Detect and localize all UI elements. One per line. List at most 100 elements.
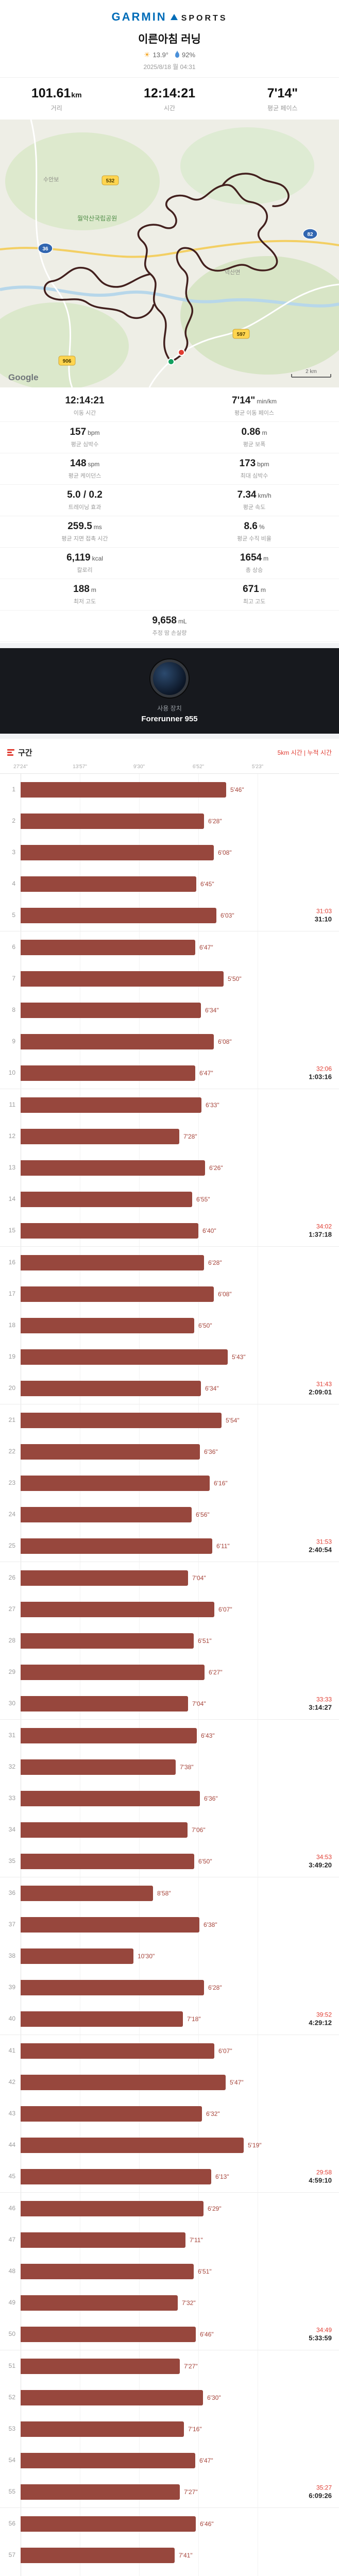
activity-title: 이른아침 러닝 [138,33,201,45]
split-pace-bar[interactable] [21,1160,205,1176]
split-pace-bar[interactable] [21,2484,180,2500]
split-pace-bar[interactable] [21,813,204,829]
summary-number: 12:14:21 [143,86,196,100]
map-road-primary [0,240,339,258]
split-pace-bar[interactable] [21,1601,214,1617]
split-row: 12 7'28" [0,1121,339,1152]
split-pace-bar[interactable] [21,1349,228,1365]
split-pace-bar[interactable] [21,2452,195,2468]
split-pace-bar[interactable] [21,2011,183,2027]
split-pace-label: 6'47" [199,2456,213,2464]
route-map[interactable]: 36 82 532 597 906 월악산국립공원 덕산면 수안보 Google [0,120,339,387]
split-pace-bar[interactable] [21,1317,194,1333]
stat-value: 671 m [170,584,339,595]
stat-value: 1654 m [170,552,339,564]
split-pace-bar[interactable] [21,782,226,798]
split-pace-bar[interactable] [21,2295,178,2311]
milestone-annotation: 35:27 6:09:26 [309,2484,332,2500]
split-pace-bar[interactable] [21,1191,192,1207]
split-pace-label: 5'19" [248,2141,262,2149]
milestone-cumulative-time: 3:49:20 [309,1860,332,1869]
google-logo[interactable]: Google [8,372,39,382]
split-pace-bar[interactable] [21,2358,180,2374]
split-pace-bar[interactable] [21,2421,184,2437]
split-pace-bar[interactable] [21,1380,201,1396]
stat-value: 7'14" min/km [170,395,339,406]
split-pace-bar[interactable] [21,1286,214,1302]
split-pace-bar[interactable] [21,1128,179,1144]
split-pace-label: 6'50" [198,1857,212,1865]
activity-route-north-spur [222,173,290,207]
split-pace-label: 5'43" [232,1353,246,1361]
split-pace-bar[interactable] [21,1853,194,1869]
stat-unit: km/h [258,492,272,499]
splits-legend[interactable]: 5km 시간 | 누적 시간 [277,749,332,756]
split-row: 28 6'51" [0,1625,339,1656]
split-pace-bar[interactable] [21,2547,175,2563]
split-pace-bar[interactable] [21,1255,204,1270]
split-pace-bar[interactable] [21,1790,200,1806]
split-pace-bar[interactable] [21,2516,196,2532]
split-row: 14 6'55" [0,1183,339,1215]
split-pace-bar[interactable] [21,2232,185,2248]
split-pace-bar[interactable] [21,1065,195,1081]
sun-icon: ☀ [143,50,150,59]
svg-text:36: 36 [42,246,48,252]
split-pace-bar[interactable] [21,2168,211,2184]
milestone-cumulative-time: 1:37:18 [309,1230,332,1238]
route-map-svg[interactable]: 36 82 532 597 906 월악산국립공원 덕산면 수안보 Google [0,120,339,387]
split-pace-label: 6'43" [201,1732,215,1739]
split-pace-bar[interactable] [21,907,216,923]
split-pace-bar[interactable] [21,1412,222,1428]
split-pace-bar[interactable] [21,2106,202,2122]
split-pace-bar[interactable] [21,2200,204,2216]
split-pace-bar[interactable] [21,1538,212,1554]
split-pace-bar[interactable] [21,2137,244,2153]
split-pace-bar[interactable] [21,1822,188,1838]
split-pace-label: 10'30" [138,1952,155,1960]
split-pace-bar[interactable] [21,2263,194,2279]
milestone-cumulative-time: 31:10 [314,914,332,923]
pace-axis-tick: 27'24" [13,764,28,770]
split-pace-bar[interactable] [21,1664,205,1680]
split-row: 57 7'41" [0,2539,339,2571]
split-pace-bar[interactable] [21,1948,133,1964]
split-row: 45 6'13" 29:58 4:59:10 [0,2161,339,2193]
split-number: 19 [8,1353,15,1360]
split-pace-bar[interactable] [21,1979,204,1995]
stat-number: 9,658 [152,615,177,626]
split-pace-bar[interactable] [21,876,196,892]
stat-number: 7.34 [237,489,257,500]
split-pace-bar[interactable] [21,1444,200,1460]
split-pace-bar[interactable] [21,2043,214,2059]
split-pace-bar[interactable] [21,1633,194,1649]
split-pace-bar[interactable] [21,1506,192,1522]
pace-axis-tick: 6'52" [192,764,205,770]
split-number: 41 [8,2047,15,2054]
split-row: 8 6'34" [0,994,339,1026]
split-pace-bar[interactable] [21,1727,197,1743]
pace-axis-tick: 5'23" [251,764,264,770]
split-pace-bar[interactable] [21,2074,226,2090]
stat-label: 칼로리 [77,567,93,573]
split-pace-bar[interactable] [21,1917,199,1933]
split-pace-bar[interactable] [21,844,214,860]
stat-label: 추정 땀 손실량 [152,630,187,636]
split-pace-bar[interactable] [21,2389,203,2405]
split-pace-bar[interactable] [21,1570,188,1586]
split-pace-bar[interactable] [21,1033,214,1049]
split-pace-bar[interactable] [21,1696,188,1711]
split-pace-bar[interactable] [21,1759,176,1775]
split-row: 22 6'36" [0,1436,339,1467]
split-pace-bar[interactable] [21,2326,196,2342]
split-row: 4 6'45" [0,868,339,900]
split-pace-label: 7'32" [182,2299,196,2307]
split-pace-bar[interactable] [21,971,224,987]
split-pace-bar[interactable] [21,1223,198,1239]
split-pace-bar[interactable] [21,1002,201,1018]
split-pace-bar[interactable] [21,1475,210,1491]
split-number: 18 [8,1321,15,1329]
split-pace-bar[interactable] [21,939,195,955]
split-pace-bar[interactable] [21,1885,153,1901]
split-pace-bar[interactable] [21,1097,201,1113]
